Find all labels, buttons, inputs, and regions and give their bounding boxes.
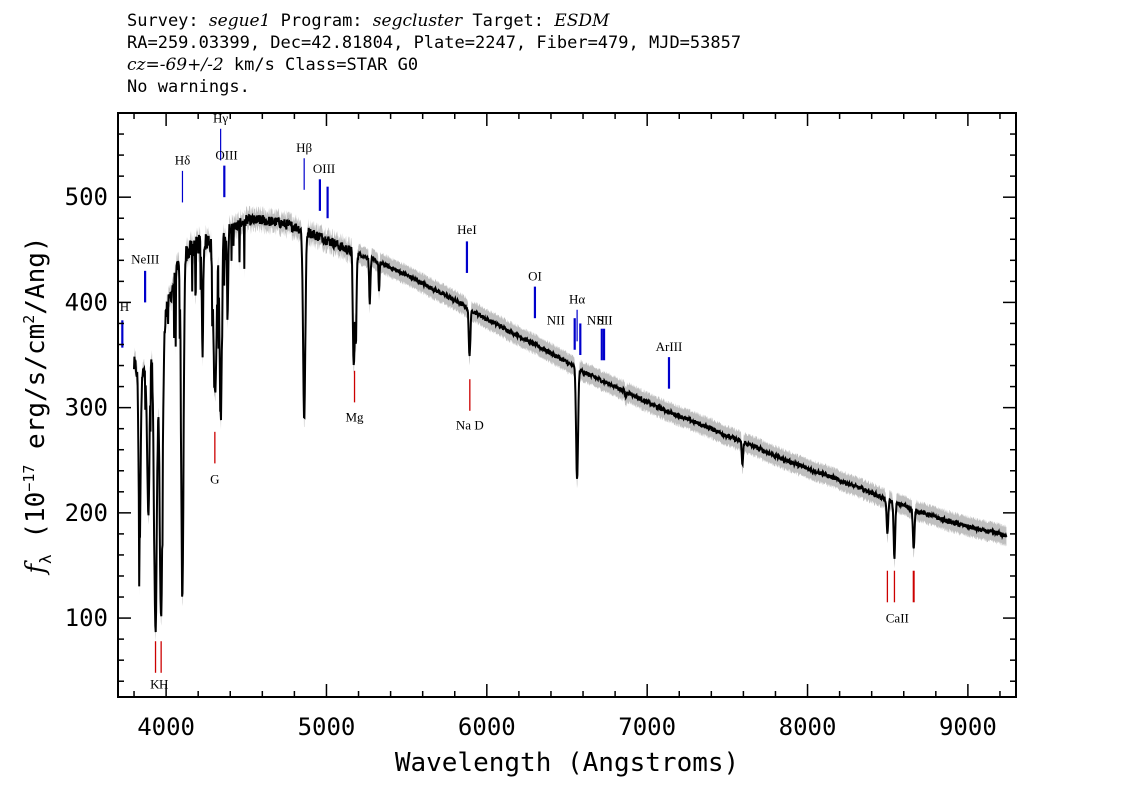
program-value: segcluster — [372, 11, 463, 31]
hei-label: HeI — [457, 222, 477, 237]
oiii-5007-label: OIII — [313, 161, 335, 176]
axes-layer — [117, 112, 1017, 698]
survey-value: segue1 — [208, 11, 271, 31]
tick-labels-layer: 4000 5000 6000 7000 8000 9000 100 200 300 400 500 — [65, 183, 997, 741]
hgamma-label: Hγ — [213, 110, 228, 125]
cz-value: =-69+/-2 — [145, 55, 224, 75]
survey-label: Survey: — [127, 11, 199, 31]
spectrum-layer — [133, 212, 1008, 633]
nii-label: NII — [547, 313, 565, 328]
header-line-warnings: No warnings. — [127, 77, 250, 97]
header-line-coordinates: RA=259.03399, Dec=42.81804, Plate=2247, … — [127, 33, 742, 53]
x-tick-label: 9000 — [939, 713, 997, 741]
plot-frame — [117, 112, 1017, 698]
y-tick-label: 100 — [65, 604, 108, 632]
ariii-label: ArIII — [656, 339, 683, 354]
cz-symbol: cz — [127, 55, 146, 75]
halpha-label: Hα — [569, 291, 585, 306]
y-tick-label: 400 — [65, 288, 108, 316]
x-tick-label: 6000 — [458, 713, 516, 741]
oi-label: OI — [528, 268, 542, 283]
cz-class: km/s Class=STAR G0 — [223, 55, 419, 75]
y-tick-label: 300 — [65, 394, 108, 422]
error-band-layer — [134, 205, 1007, 642]
oiii-4363-label: OIII — [215, 147, 237, 162]
spectrum-header: Survey: segue1 Program: segcluster Targe… — [127, 10, 741, 98]
x-axis-title: Wavelength (Angstroms) — [395, 748, 739, 778]
k-label: K — [150, 677, 160, 692]
hdelta-label: Hδ — [175, 153, 191, 168]
y-tick-label: 500 — [65, 183, 108, 211]
error-band — [134, 205, 1007, 642]
y-axis-title: fλ (10−17 erg/s/cm2/Ang) — [20, 236, 55, 575]
oii-label: H — [120, 299, 129, 314]
nii-6583-label: NII — [587, 313, 605, 328]
nad-label: Na D — [456, 418, 484, 433]
x-tick-label: 7000 — [618, 713, 676, 741]
header-line-redshift: cz=-69+/-2 km/s Class=STAR G0 — [127, 54, 741, 76]
g-label: G — [210, 471, 219, 486]
x-tick-label: 5000 — [298, 713, 356, 741]
hbeta-label: Hβ — [296, 140, 312, 155]
caii-label: CaII — [886, 610, 909, 625]
target-label: Target: — [472, 11, 545, 31]
h-ca-label: H — [159, 677, 168, 692]
header-line-survey: Survey: segue1 Program: segcluster Targe… — [127, 10, 741, 32]
target-value: ESDM — [554, 11, 610, 31]
y-tick-label: 200 — [65, 499, 108, 527]
program-label: Program: — [280, 11, 363, 31]
x-tick-label: 4000 — [137, 713, 195, 741]
neiii-label: NeIII — [131, 251, 159, 266]
spectrum-line — [133, 212, 1008, 633]
x-tick-label: 8000 — [779, 713, 837, 741]
mg-label: Mg — [345, 409, 364, 424]
sii-label: SII — [597, 313, 613, 328]
